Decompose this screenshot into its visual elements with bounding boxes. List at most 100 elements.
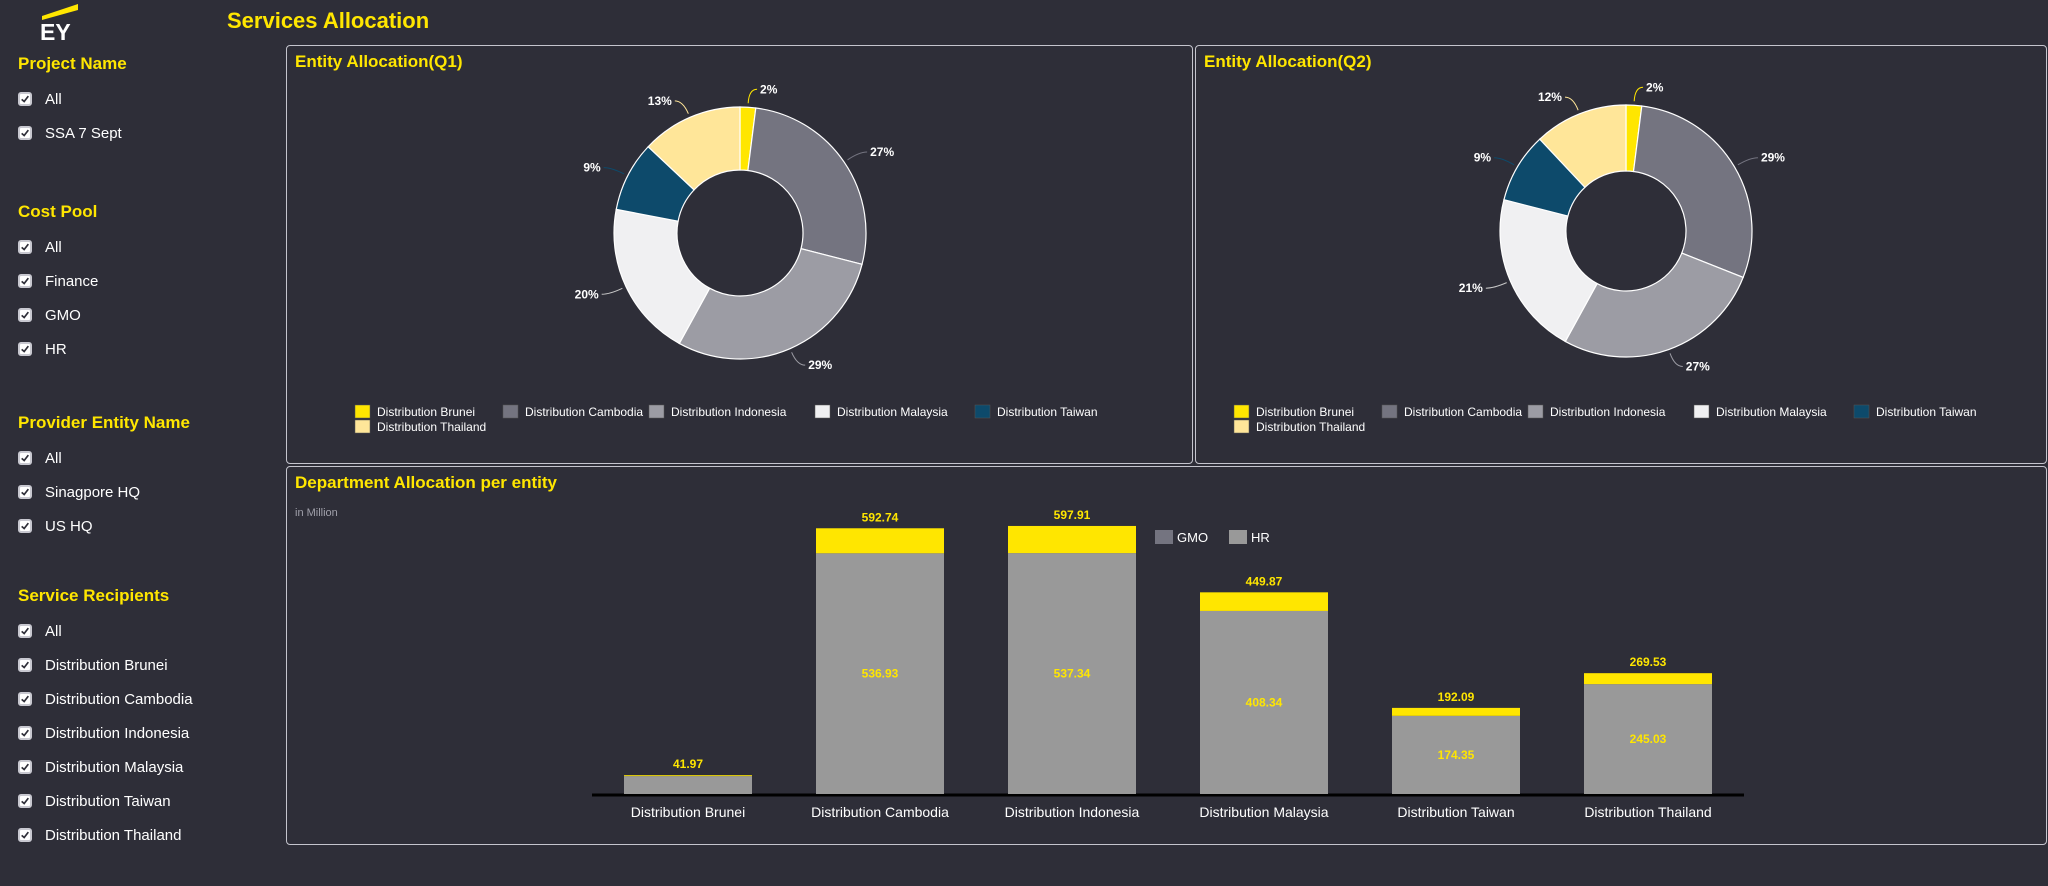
x-tick-label: Distribution Indonesia: [1005, 804, 1140, 820]
filter-item[interactable]: All: [18, 82, 278, 116]
bar-segment-hr: [624, 776, 752, 794]
checkbox-checked-icon[interactable]: [18, 692, 32, 706]
filter-item[interactable]: Distribution Taiwan: [18, 784, 278, 818]
logo-text: EY: [40, 19, 71, 44]
filter-label: Distribution Cambodia: [45, 690, 193, 708]
checkbox-checked-icon[interactable]: [18, 485, 32, 499]
checkbox-checked-icon[interactable]: [18, 240, 32, 254]
bar-segment-finance: [1584, 673, 1712, 685]
checkbox-checked-icon[interactable]: [18, 794, 32, 808]
legend-swatch: [354, 404, 371, 419]
legend-swatch: [1693, 404, 1710, 419]
data-label: 29%: [808, 358, 832, 372]
legend-swatch: [354, 419, 371, 434]
filter-label: US HQ: [45, 517, 93, 535]
legend-swatch: [1155, 530, 1173, 544]
filter-item[interactable]: Finance: [18, 264, 278, 298]
bar-segment-finance: [1200, 592, 1328, 611]
pie-slice: [1564, 252, 1744, 358]
legend-swatch: [1853, 404, 1870, 419]
checkbox-checked-icon[interactable]: [18, 658, 32, 672]
data-label: 2%: [760, 82, 778, 96]
filter-item[interactable]: All: [18, 614, 278, 648]
filter-item[interactable]: GMO: [18, 298, 278, 332]
page-title: Services Allocation: [227, 8, 430, 33]
bar-segment-hr: [816, 553, 944, 794]
legend-label: HR: [1251, 530, 1270, 545]
segment-value-label: 536.93: [862, 667, 899, 681]
legend-swatch: [814, 404, 831, 419]
pie-slice: [747, 107, 867, 266]
bar-segment-finance: [1008, 525, 1136, 554]
bar-segment-hr: [1584, 684, 1712, 794]
checkbox-checked-icon[interactable]: [18, 308, 32, 322]
checkbox-checked-icon[interactable]: [18, 828, 32, 842]
filter-label: SSA 7 Sept: [45, 124, 122, 142]
segment-value-label: 537.34: [1054, 667, 1091, 681]
checkbox-checked-icon[interactable]: [18, 519, 32, 533]
legend-swatch: [974, 404, 991, 419]
department-allocation-panel: Department Allocation per entity in Mill…: [286, 466, 2047, 845]
checkbox-checked-icon[interactable]: [18, 726, 32, 740]
checkbox-checked-icon[interactable]: [18, 126, 32, 140]
legend-label: GMO: [1177, 530, 1208, 545]
total-value-label: 269.53: [1630, 655, 1667, 669]
filter-label: All: [45, 622, 62, 640]
total-value-label: 41.97: [673, 757, 703, 771]
x-tick-label: Distribution Thailand: [1584, 804, 1711, 820]
logo-beam-icon: [42, 4, 78, 20]
entity-allocation-q1-chart: 2%27%29%20%9%13%Distribution Brunei Distr…: [354, 82, 1098, 434]
filter-item[interactable]: Distribution Indonesia: [18, 716, 278, 750]
checkbox-checked-icon[interactable]: [18, 760, 32, 774]
segment-value-label: 245.03: [1630, 732, 1667, 746]
filter-item[interactable]: SSA 7 Sept: [18, 116, 278, 150]
filter-item[interactable]: US HQ: [18, 509, 278, 543]
bar-segment-hr: [1200, 610, 1328, 794]
data-label: 27%: [870, 145, 894, 159]
filter-cost-pool: Cost Pool All Finance GMO HR: [18, 200, 278, 366]
legend-swatch: [648, 404, 665, 419]
legend-label: Distribution Taiwan: [1876, 405, 1977, 419]
data-label: 9%: [583, 161, 601, 175]
legend-label: Distribution Brunei: [377, 405, 475, 419]
legend-label: Distribution Indonesia: [1550, 405, 1666, 419]
pie-slice: [613, 208, 711, 345]
data-label: 27%: [1686, 359, 1710, 373]
bar-segment-hr: [1008, 553, 1136, 794]
filter-label: All: [45, 449, 62, 467]
filter-item[interactable]: Distribution Malaysia: [18, 750, 278, 784]
filter-label: HR: [45, 340, 67, 358]
filter-label: Distribution Taiwan: [45, 792, 171, 810]
data-label: 9%: [1474, 151, 1492, 165]
checkbox-checked-icon[interactable]: [18, 92, 32, 106]
leader-line: [847, 151, 868, 161]
bar-segment-hr: [1392, 715, 1520, 794]
checkbox-checked-icon[interactable]: [18, 274, 32, 288]
filter-item[interactable]: Distribution Brunei: [18, 648, 278, 682]
leader-line: [1564, 96, 1579, 111]
checkbox-checked-icon[interactable]: [18, 342, 32, 356]
checkbox-checked-icon[interactable]: [18, 624, 32, 638]
pie-slice: [678, 247, 863, 360]
checkbox-checked-icon[interactable]: [18, 451, 32, 465]
filter-label: Distribution Indonesia: [45, 724, 190, 742]
filter-item[interactable]: All: [18, 441, 278, 475]
filter-item[interactable]: HR: [18, 332, 278, 366]
leader-line: [601, 287, 623, 295]
legend-label: Distribution Thailand: [1256, 420, 1365, 434]
total-value-label: 449.87: [1246, 574, 1283, 588]
segment-value-label: 408.34: [1246, 695, 1283, 709]
legend-swatch: [1233, 419, 1250, 434]
filter-item[interactable]: Distribution Thailand: [18, 818, 278, 852]
legend-label: Distribution Cambodia: [1404, 405, 1522, 419]
filter-title: Service Recipients: [18, 586, 170, 605]
legend-label: Distribution Thailand: [377, 420, 486, 434]
filter-item[interactable]: Distribution Cambodia: [18, 682, 278, 716]
panel-title: Entity Allocation(Q1): [295, 52, 463, 71]
filter-item[interactable]: All: [18, 230, 278, 264]
legend-swatch: [502, 404, 519, 419]
leader-line: [1485, 282, 1507, 289]
filter-item[interactable]: Sinagpore HQ: [18, 475, 278, 509]
units-note: in Million: [295, 507, 338, 519]
